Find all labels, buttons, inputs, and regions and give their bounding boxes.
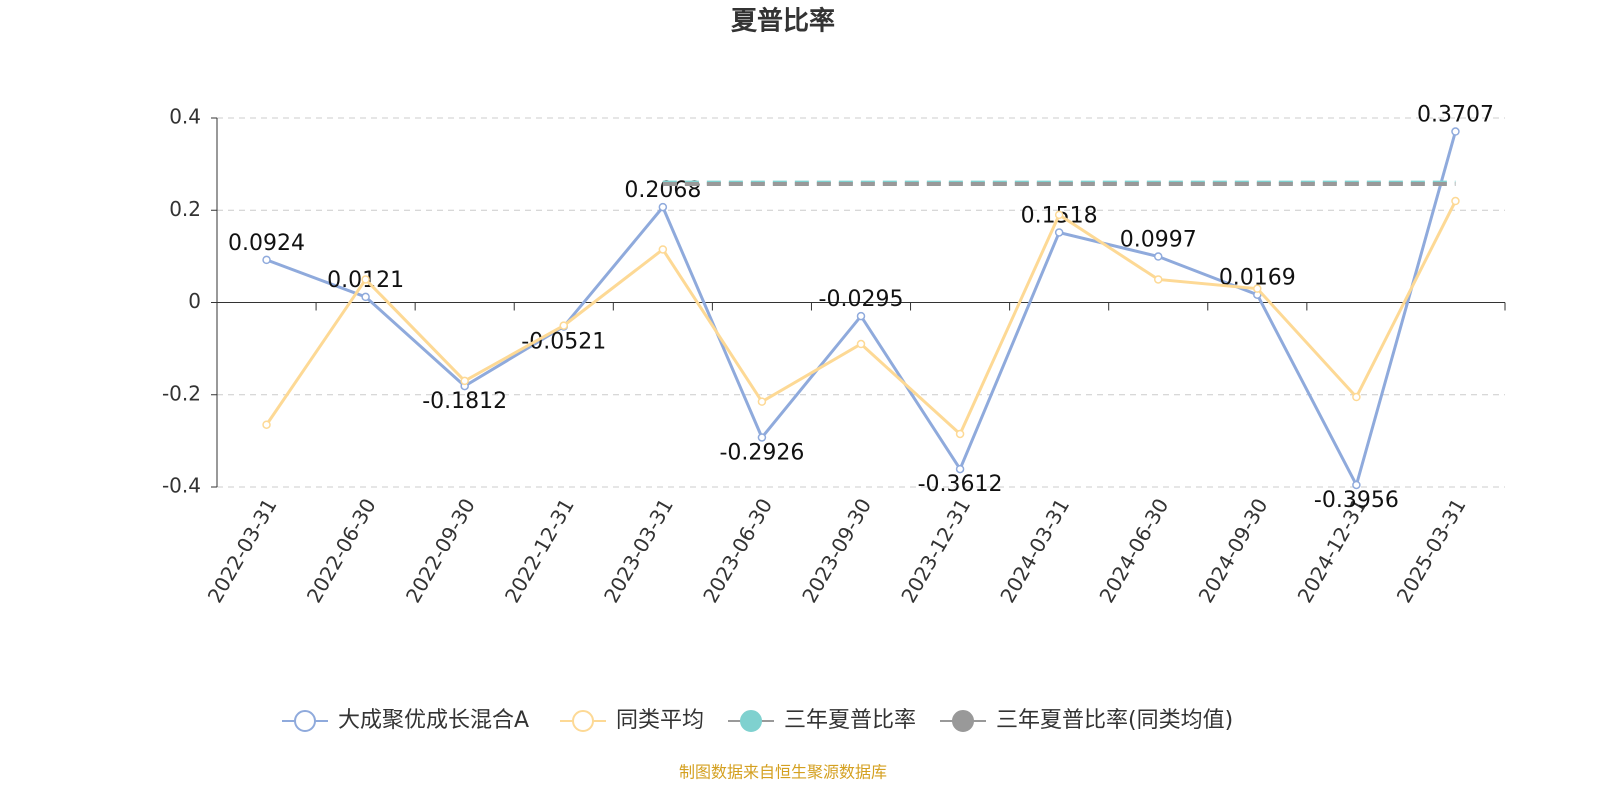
- point: [1054, 210, 1064, 220]
- point: [955, 429, 965, 439]
- point: [262, 420, 271, 429]
- data-label: -0.0295: [819, 287, 904, 312]
- data-label: -0.2926: [719, 440, 804, 465]
- x-tick-label: 2024-03-31: [995, 494, 1074, 607]
- data-label: 0.0924: [228, 231, 305, 256]
- point: [1451, 196, 1460, 206]
- x-tick-label: 2022-03-31: [203, 494, 282, 607]
- legend-label: 三年夏普比率(同类均值): [996, 708, 1233, 733]
- chart-title: 夏普比率: [731, 6, 835, 37]
- point: [757, 397, 767, 406]
- data-label: -0.3612: [918, 472, 1003, 497]
- legend-marker: [952, 710, 974, 732]
- y-tick-label: 0.2: [169, 197, 201, 221]
- point: [757, 433, 767, 442]
- data-label: 0.0997: [1120, 228, 1197, 253]
- y-tick-label: -0.2: [162, 381, 201, 405]
- x-tick-label: 2025-03-31: [1392, 494, 1471, 607]
- x-tick-label: 2022-12-31: [500, 494, 579, 607]
- legend-item: 三年夏普比率(同类均值): [940, 708, 1233, 733]
- point: [262, 255, 271, 265]
- legend-marker: [740, 710, 762, 732]
- x-tick-label: 2024-09-30: [1193, 494, 1272, 607]
- x-tick-label: 2023-06-30: [698, 494, 777, 607]
- point: [1054, 228, 1064, 237]
- point: [856, 311, 866, 321]
- point: [361, 292, 370, 302]
- legend-marker: [572, 710, 594, 732]
- legend-label: 三年夏普比率: [784, 708, 916, 733]
- legend-label: 同类平均: [616, 708, 704, 733]
- x-tick-label: 2022-09-30: [401, 494, 480, 607]
- legend-marker: [294, 710, 316, 732]
- x-tick-label: 2024-06-30: [1094, 494, 1173, 607]
- legend-item: 三年夏普比率: [728, 708, 916, 733]
- x-tick-label: 2023-03-31: [599, 494, 678, 607]
- point: [361, 275, 370, 284]
- legend-label: 大成聚优成长混合A: [338, 708, 529, 733]
- x-tick-label: 2023-09-30: [797, 494, 876, 607]
- point: [1352, 480, 1361, 490]
- point: [1352, 392, 1361, 402]
- data-label: -0.1812: [422, 389, 507, 414]
- x-tick-label: 2022-06-30: [302, 494, 381, 607]
- x-tick-label: 2023-12-31: [896, 494, 975, 607]
- legend-item: 大成聚优成长混合A: [282, 708, 529, 733]
- point: [460, 376, 469, 386]
- y-tick-label: 0: [188, 289, 201, 313]
- point: [559, 321, 569, 330]
- data-label: 0.3707: [1417, 103, 1494, 128]
- legend-item: 同类平均: [560, 708, 704, 733]
- point: [955, 464, 965, 474]
- y-tick-label: -0.4: [162, 474, 201, 498]
- source: 制图数据来自恒生聚源数据库: [679, 763, 887, 782]
- point: [1253, 284, 1262, 293]
- legend: 大成聚优成长混合A 同类平均 三年夏普比率 三年夏普比率(同类均值): [282, 708, 1233, 733]
- point: [658, 202, 668, 212]
- data-label: -0.3956: [1314, 488, 1399, 513]
- point: [1451, 127, 1460, 136]
- point: [856, 339, 866, 349]
- point: [1153, 252, 1163, 261]
- y-tick-label: 0.4: [169, 105, 201, 129]
- point: [658, 245, 668, 254]
- point: [1153, 275, 1163, 284]
